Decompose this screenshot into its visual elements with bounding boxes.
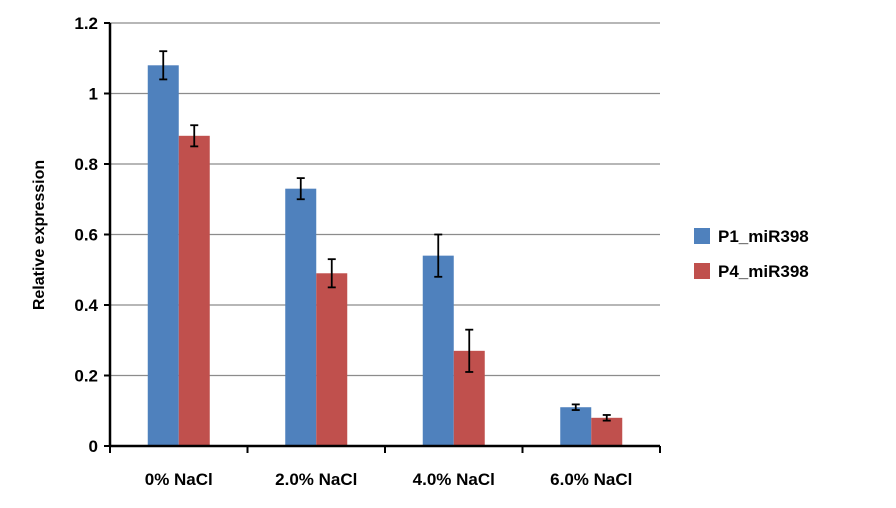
legend-swatch-P4_miR398 bbox=[694, 263, 710, 279]
legend: P1_miR398 P4_miR398 bbox=[694, 227, 809, 281]
y-tick-label-1: 0.2 bbox=[74, 367, 98, 386]
legend-label-P1_miR398: P1_miR398 bbox=[718, 227, 809, 246]
y-tick-label-0: 0 bbox=[89, 437, 98, 456]
y-tick-label-2: 0.4 bbox=[74, 296, 98, 315]
error-bars bbox=[159, 50, 611, 422]
legend-swatch-P1_miR398 bbox=[694, 228, 710, 244]
x-tick-label-3: 6.0% NaCl bbox=[550, 470, 632, 489]
y-tick-label-3: 0.6 bbox=[74, 226, 98, 245]
y-tick-label-5: 1 bbox=[89, 85, 98, 104]
y-tick-label-4: 0.8 bbox=[74, 155, 98, 174]
axes bbox=[104, 22, 661, 453]
bar-P1_miR398-3 bbox=[560, 407, 592, 446]
x-tick-label-0: 0% NaCl bbox=[145, 470, 213, 489]
tick-labels: 0 0.2 0.4 0.6 0.8 1 1.2 0% NaCl 2.0% NaCl 4.0% Na… bbox=[74, 14, 632, 489]
x-tick-label-1: 2.0% NaCl bbox=[275, 470, 357, 489]
bar-P1_miR398-0 bbox=[147, 65, 179, 447]
x-tick-label-2: 4.0% NaCl bbox=[413, 470, 495, 489]
y-axis-title: Relative expression bbox=[31, 160, 48, 310]
bar-P1_miR398-2 bbox=[422, 255, 454, 446]
bar-P1_miR398-1 bbox=[285, 188, 317, 447]
y-tick-label-6: 1.2 bbox=[74, 14, 98, 33]
bar-P4_miR398-0 bbox=[178, 135, 210, 447]
bar-P4_miR398-1 bbox=[316, 273, 348, 446]
bars bbox=[147, 65, 623, 447]
legend-label-P4_miR398: P4_miR398 bbox=[718, 262, 809, 281]
bar-P4_miR398-3 bbox=[591, 417, 623, 446]
